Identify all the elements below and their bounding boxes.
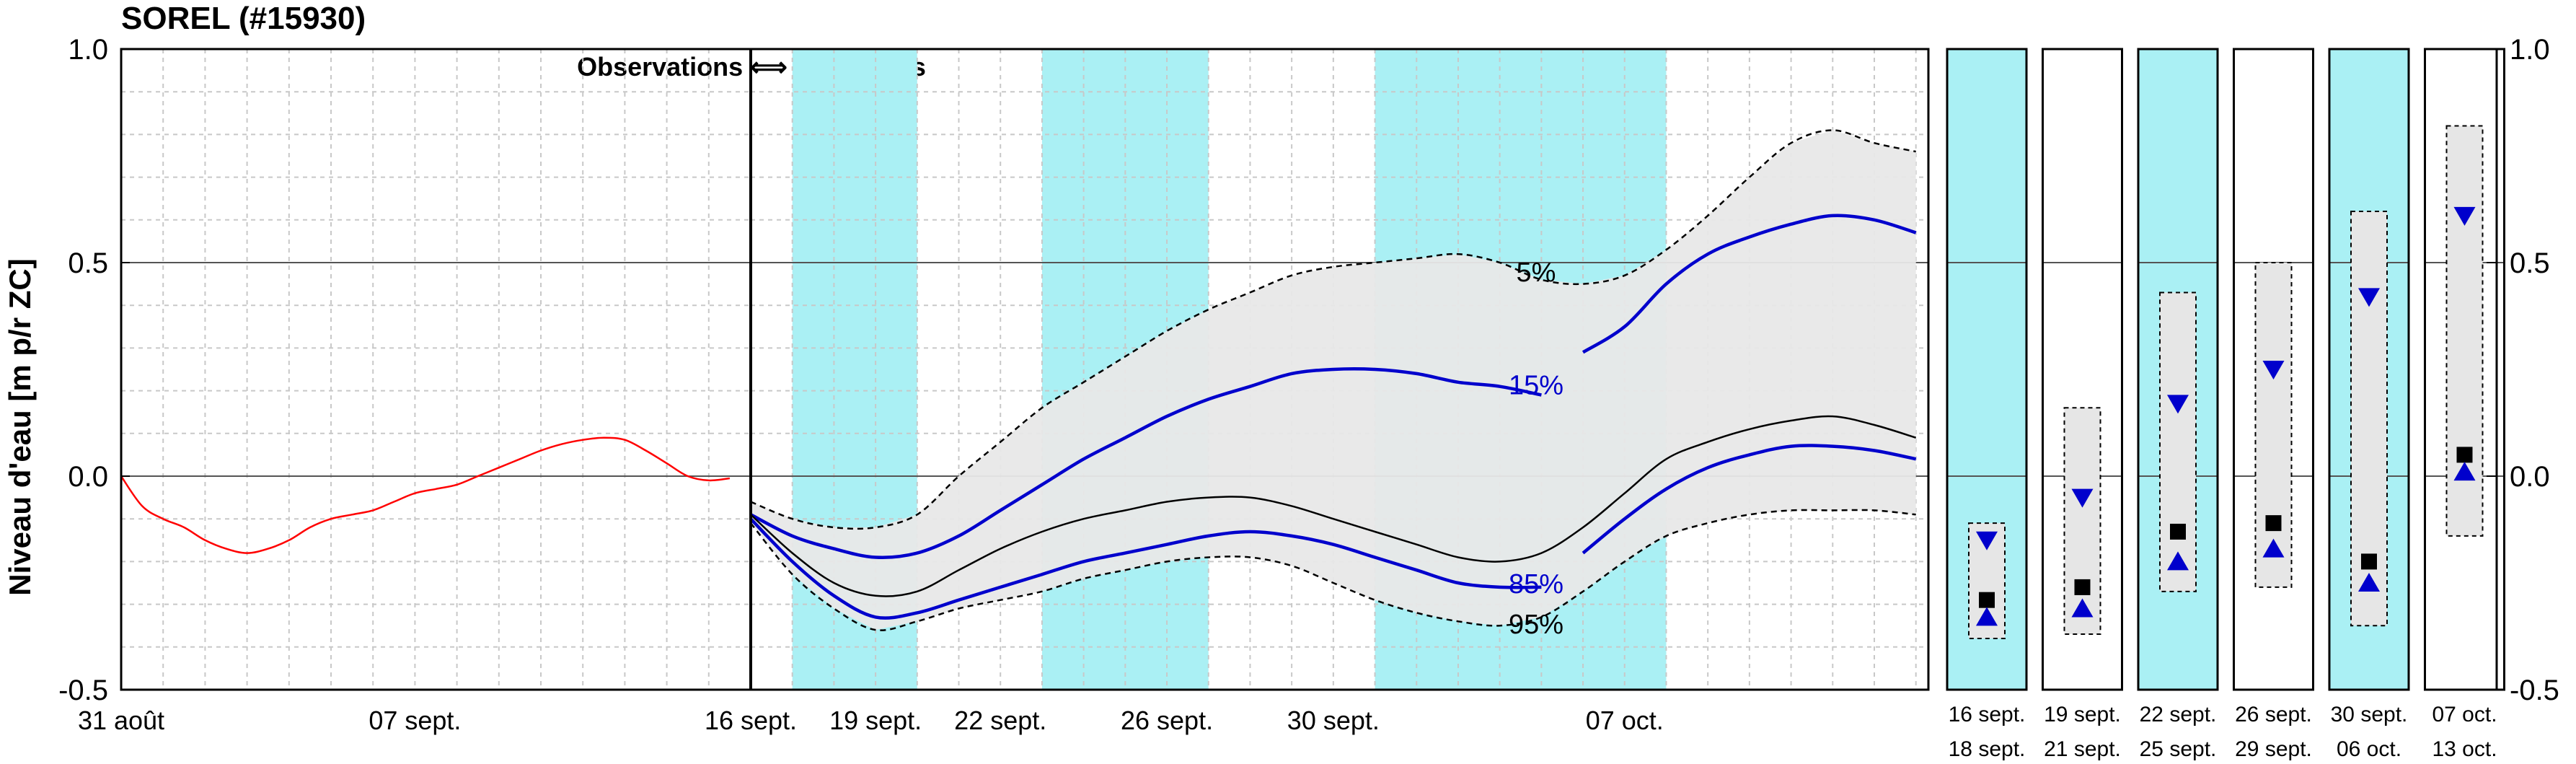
- down-triangle-marker: [2453, 206, 2476, 226]
- down-triangle-marker: [2071, 488, 2094, 508]
- series-line-85-suite-: [1582, 444, 1917, 555]
- square-marker: [1979, 592, 1995, 608]
- weekly-panel-frame: [2424, 48, 2505, 691]
- weekly-panel-frame: [2137, 48, 2219, 691]
- up-triangle-marker: [2167, 551, 2189, 571]
- weekly-range-box: [2063, 407, 2101, 636]
- x-tick-label: 26 sept.: [1121, 706, 1213, 735]
- weekly-panel-frame: [2233, 48, 2314, 691]
- weekly-panel-end-label: 29 sept.: [2235, 737, 2312, 761]
- square-marker: [2456, 447, 2473, 463]
- x-tick-label: 31 août: [78, 706, 164, 735]
- y-tick-label-right: 0.0: [2510, 461, 2550, 493]
- weekly-range-box: [2159, 291, 2197, 592]
- y-tick-label-right: 0.5: [2510, 247, 2550, 279]
- up-triangle-marker: [1976, 607, 1998, 626]
- weekly-panel-frame: [1946, 48, 2028, 691]
- x-tick-label: 07 sept.: [369, 706, 461, 735]
- y-tick-label-right: -0.5: [2510, 675, 2559, 706]
- percentile-label: 95%: [1509, 610, 1563, 640]
- weekly-panel-end-label: 06 oct.: [2337, 737, 2401, 761]
- chart-title: SOREL (#15930): [121, 1, 366, 36]
- weekly-panel-start-label: 30 sept.: [2331, 703, 2408, 726]
- series-line-15-suite-: [1582, 214, 1917, 354]
- weekly-panel-end-label: 25 sept.: [2140, 737, 2217, 761]
- y-tick-label-left: 0.5: [68, 247, 108, 279]
- up-triangle-marker: [2453, 462, 2476, 481]
- weekly-panel-start-label: 16 sept.: [1949, 703, 2026, 726]
- up-triangle-marker: [2358, 573, 2380, 592]
- percentile-label: 85%: [1509, 569, 1563, 600]
- y-tick-label-left: 1.0: [68, 34, 108, 66]
- weekly-panel-end-label: 21 sept.: [2044, 737, 2121, 761]
- weekly-panel-end-label: 13 oct.: [2432, 737, 2497, 761]
- x-tick-label: 19 sept.: [829, 706, 922, 735]
- x-tick-label: 22 sept.: [954, 706, 1046, 735]
- series-line-5-: [750, 129, 1916, 530]
- x-tick-label: 07 oct.: [1586, 706, 1664, 735]
- up-triangle-marker: [2071, 598, 2094, 618]
- weekly-panel-start-label: 22 sept.: [2140, 703, 2217, 726]
- y-axis-label: Niveau d'eau [m p/r ZC]: [3, 258, 37, 595]
- x-tick-label: 16 sept.: [705, 706, 797, 735]
- series-line-85-: [749, 517, 1542, 620]
- weekly-panel-start-label: 26 sept.: [2235, 703, 2312, 726]
- percentile-label: 5%: [1517, 258, 1556, 288]
- weekly-panel-start-label: 07 oct.: [2432, 703, 2497, 726]
- y-tick-label-right: 1.0: [2510, 34, 2550, 66]
- series-line-m-diane: [750, 415, 1917, 597]
- observed-line: [120, 436, 731, 554]
- percentile-band-5-95: [751, 130, 1916, 631]
- series-line-15-: [749, 367, 1542, 559]
- up-triangle-marker: [2262, 538, 2285, 558]
- square-marker: [2170, 523, 2186, 540]
- percentile-label: 15%: [1509, 371, 1563, 401]
- weekly-panel-frame: [2042, 48, 2123, 691]
- weekly-panel-end-label: 18 sept.: [1949, 737, 2026, 761]
- y-tick-label-left: 0.0: [68, 461, 108, 493]
- square-marker: [2074, 579, 2091, 595]
- main-plot-frame: [120, 48, 1930, 691]
- weekly-range-box: [2254, 262, 2293, 588]
- down-triangle-marker: [2167, 395, 2189, 414]
- x-tick-label: 30 sept.: [1287, 706, 1380, 735]
- y-tick-label-left: -0.5: [58, 675, 108, 706]
- weekly-panel-frame: [2328, 48, 2410, 691]
- weekly-panel-start-label: 19 sept.: [2044, 703, 2121, 726]
- down-triangle-marker: [2262, 361, 2285, 379]
- down-triangle-marker: [2358, 288, 2380, 307]
- series-line-95-: [750, 509, 1916, 631]
- down-triangle-marker: [1976, 531, 1998, 550]
- square-marker: [2361, 553, 2377, 570]
- square-marker: [2265, 515, 2282, 532]
